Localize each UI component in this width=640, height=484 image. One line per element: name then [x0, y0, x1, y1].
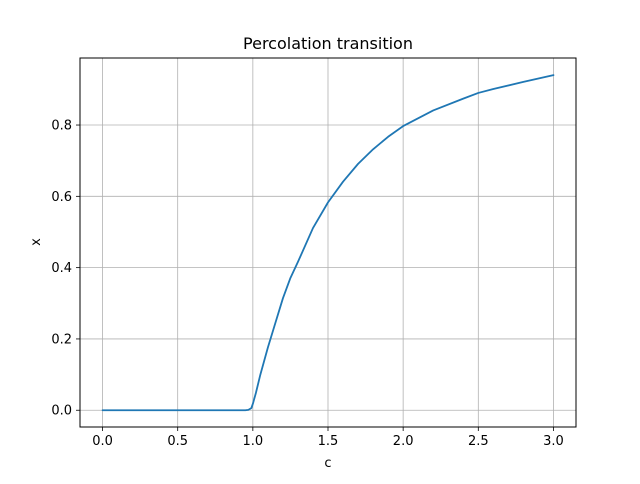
- chart-title: Percolation transition: [243, 34, 413, 53]
- series-line: [101, 74, 555, 412]
- x-tick-label: 3.0: [543, 434, 564, 449]
- y-tick-label: 0.2: [51, 332, 72, 347]
- y-axis-label: x: [29, 238, 44, 246]
- y-tick-label: 0.0: [51, 404, 72, 419]
- y-tick-label: 0.6: [51, 190, 72, 205]
- x-tick-label: 1.0: [243, 434, 264, 449]
- series-layer: [101, 74, 555, 412]
- x-tick-label: 0.5: [167, 434, 188, 449]
- x-tick-label: 1.5: [318, 434, 339, 449]
- x-tick-label: 2.5: [468, 434, 489, 449]
- x-axis-label: c: [324, 456, 331, 471]
- grid-layer: [80, 58, 576, 427]
- y-tick-label: 0.8: [51, 119, 72, 134]
- y-tick-label: 0.4: [51, 261, 72, 276]
- tick-layer: 0.0 0.5 1.0 1.5 2.0 2.5 3.0 0.0 0.2 0.4 0.6 0.8: [51, 119, 563, 449]
- x-tick-label: 2.0: [393, 434, 414, 449]
- x-tick-label: 0.0: [92, 434, 113, 449]
